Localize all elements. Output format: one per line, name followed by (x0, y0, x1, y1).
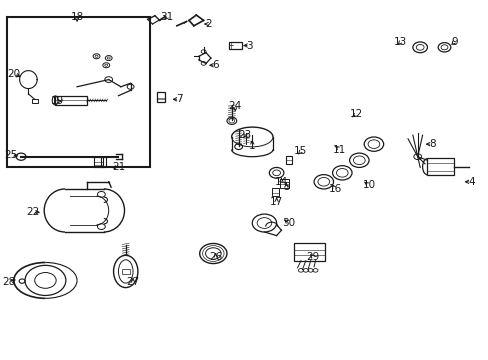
Text: 3: 3 (246, 41, 253, 50)
Text: 1: 1 (248, 141, 255, 151)
Text: 4: 4 (467, 177, 474, 187)
Text: 22: 22 (26, 207, 40, 217)
Bar (280, 179, 288, 188)
Bar (286, 156, 291, 164)
Text: 12: 12 (349, 109, 363, 119)
Text: 17: 17 (269, 197, 283, 207)
Text: 11: 11 (332, 144, 346, 154)
Text: 27: 27 (126, 277, 140, 287)
Text: 15: 15 (294, 146, 307, 156)
Text: 5: 5 (283, 182, 289, 192)
Text: 19: 19 (51, 96, 64, 106)
Text: 14: 14 (274, 177, 287, 187)
Bar (293, 243, 325, 261)
Bar (6, 17, 150, 167)
Text: 16: 16 (328, 184, 341, 194)
Text: 8: 8 (428, 139, 435, 149)
Bar (271, 188, 278, 196)
Text: 18: 18 (70, 12, 83, 22)
Text: 29: 29 (306, 252, 319, 262)
Text: 30: 30 (282, 218, 295, 228)
Text: 9: 9 (450, 37, 457, 47)
Bar (427, 158, 453, 175)
Text: 28: 28 (2, 277, 16, 287)
Text: 10: 10 (362, 180, 375, 190)
Bar (55, 96, 87, 105)
Bar (101, 157, 106, 167)
Text: 21: 21 (112, 162, 125, 172)
Bar (122, 269, 129, 274)
Bar (32, 99, 38, 103)
Bar (94, 157, 102, 167)
Text: 31: 31 (160, 12, 173, 22)
Text: 23: 23 (238, 130, 251, 140)
Text: 6: 6 (212, 60, 219, 70)
Bar (157, 92, 164, 102)
Text: 7: 7 (176, 94, 182, 104)
Text: 13: 13 (393, 37, 407, 47)
Text: 20: 20 (7, 69, 20, 79)
Text: 25: 25 (5, 150, 18, 160)
Text: 2: 2 (205, 19, 211, 29)
Text: 26: 26 (209, 252, 222, 262)
Text: 24: 24 (228, 102, 242, 112)
Bar (229, 41, 241, 49)
